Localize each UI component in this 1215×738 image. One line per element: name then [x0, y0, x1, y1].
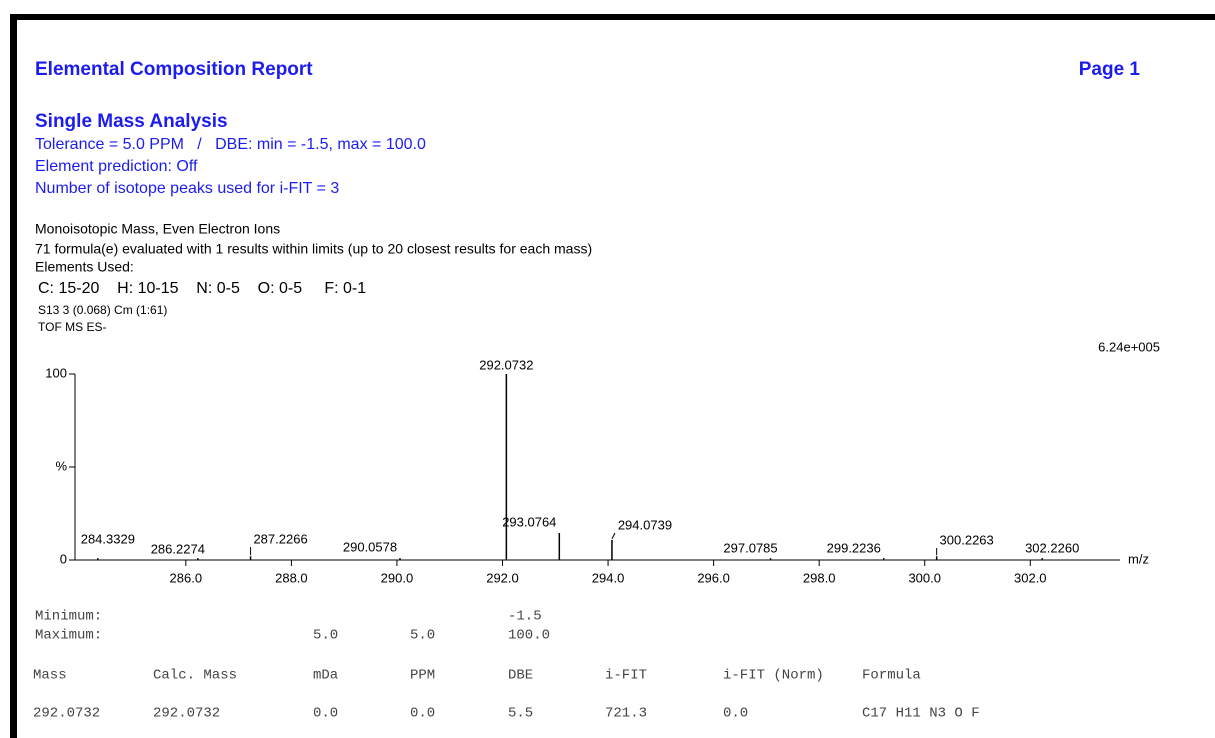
info-line: 71 formula(e) evaluated with 1 results w…: [35, 241, 592, 257]
peak-label: 300.2263: [940, 532, 994, 547]
border-top: [10, 14, 1215, 20]
peak-label: 297.0785: [723, 540, 777, 555]
x-axis-label: m/z: [1128, 551, 1149, 566]
table-cell: 0.0: [410, 706, 435, 722]
info-line: Monoisotopic Mass, Even Electron Ions: [35, 221, 280, 237]
y-tick-label: 100: [45, 365, 67, 380]
peak-label: 299.2236: [827, 540, 881, 555]
column-header: Mass: [33, 668, 67, 684]
intensity-annotation: 6.24e+005: [1098, 339, 1160, 354]
x-tick-label: 298.0: [803, 570, 836, 585]
analysis-line: Tolerance = 5.0 PPM / DBE: min = -1.5, m…: [35, 136, 426, 153]
leader-line: [611, 532, 616, 540]
peak-label: 293.0764: [502, 514, 556, 529]
column-header: i-FIT: [605, 668, 647, 684]
column-header: mDa: [313, 668, 338, 684]
analysis-title: Single Mass Analysis: [35, 111, 228, 132]
analysis-line: Element prediction: Off: [35, 158, 198, 175]
x-tick-label: 300.0: [908, 570, 941, 585]
peak-label: 284.3329: [81, 531, 135, 546]
x-tick-label: 296.0: [697, 570, 730, 585]
column-header: PPM: [410, 668, 435, 684]
limit-value: 5.0: [410, 628, 435, 644]
peak-label: 287.2266: [253, 531, 307, 546]
mode: TOF MS ES-: [38, 320, 106, 334]
peak-label: 286.2274: [151, 541, 205, 556]
peak-label: 290.0578: [343, 539, 397, 554]
limit-label: Maximum:: [35, 628, 102, 644]
x-tick-label: 288.0: [275, 570, 308, 585]
table-cell: 292.0732: [33, 706, 100, 722]
peak-label: 302.2260: [1025, 540, 1079, 555]
y-tick-label: %: [55, 458, 67, 473]
sample: S13 3 (0.068) Cm (1:61): [38, 303, 167, 317]
x-tick-label: 290.0: [381, 570, 414, 585]
limit-value: 5.0: [313, 628, 338, 644]
y-tick-label: 0: [60, 551, 67, 566]
x-tick-label: 294.0: [592, 570, 625, 585]
table-cell: 0.0: [313, 706, 338, 722]
column-header: Calc. Mass: [153, 668, 237, 684]
column-header: DBE: [508, 668, 533, 684]
column-header: i-FIT (Norm): [723, 668, 824, 684]
border-left: [10, 14, 17, 738]
table-cell: 721.3: [605, 706, 647, 722]
x-tick-label: 286.0: [170, 570, 203, 585]
x-tick-label: 292.0: [486, 570, 519, 585]
page-number: Page 1: [1079, 59, 1141, 80]
table-cell: 0.0: [723, 706, 748, 722]
elements: C: 15-20 H: 10-15 N: 0-5 O: 0-5 F: 0-1: [38, 280, 366, 297]
limit-label: Minimum:: [35, 609, 102, 625]
limit-value: 100.0: [508, 628, 550, 644]
info-line: Elements Used:: [35, 259, 134, 275]
peak-label: 292.0732: [479, 357, 533, 372]
x-tick-label: 302.0: [1014, 570, 1047, 585]
peak-label: 294.0739: [618, 517, 672, 532]
analysis-line: Number of isotope peaks used for i-FIT =…: [35, 180, 339, 197]
column-header: Formula: [862, 668, 921, 684]
table-cell: 5.5: [508, 706, 533, 722]
limit-value: -1.5: [508, 609, 542, 625]
report-title: Elemental Composition Report: [35, 59, 313, 80]
table-cell: 292.0732: [153, 706, 220, 722]
table-cell: C17 H11 N3 O F: [862, 706, 980, 722]
